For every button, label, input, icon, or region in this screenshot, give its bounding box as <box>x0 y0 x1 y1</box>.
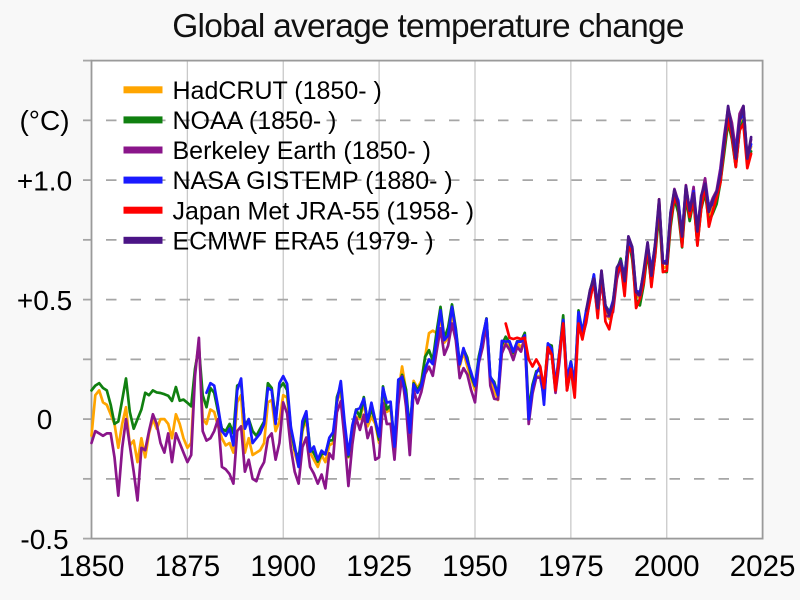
svg-text:HadCRUT (1850- ): HadCRUT (1850- ) <box>173 77 382 105</box>
svg-text:ECMWF ERA5 (1979- ): ECMWF ERA5 (1979- ) <box>173 227 434 255</box>
svg-text:NASA GISTEMP (1880- ): NASA GISTEMP (1880- ) <box>173 167 453 195</box>
svg-text:0: 0 <box>37 404 53 435</box>
svg-text:1975: 1975 <box>538 550 604 583</box>
svg-text:2000: 2000 <box>634 550 700 583</box>
svg-text:NOAA (1850- ): NOAA (1850- ) <box>173 107 337 135</box>
svg-text:2025: 2025 <box>730 550 796 583</box>
svg-text:1875: 1875 <box>155 550 221 583</box>
svg-text:(°C): (°C) <box>19 105 69 136</box>
svg-text:1925: 1925 <box>346 550 412 583</box>
svg-text:+1.0: +1.0 <box>17 166 72 197</box>
svg-text:Berkeley Earth (1850- ): Berkeley Earth (1850- ) <box>173 137 431 165</box>
svg-text:1950: 1950 <box>442 550 508 583</box>
svg-text:1900: 1900 <box>250 550 316 583</box>
svg-text:-0.5: -0.5 <box>20 524 68 555</box>
svg-text:1850: 1850 <box>59 550 125 583</box>
svg-text:Global average temperature cha: Global average temperature change <box>172 8 684 45</box>
svg-text:+0.5: +0.5 <box>17 285 72 316</box>
svg-text:Japan Met JRA-55 (1958- ): Japan Met JRA-55 (1958- ) <box>173 197 475 225</box>
